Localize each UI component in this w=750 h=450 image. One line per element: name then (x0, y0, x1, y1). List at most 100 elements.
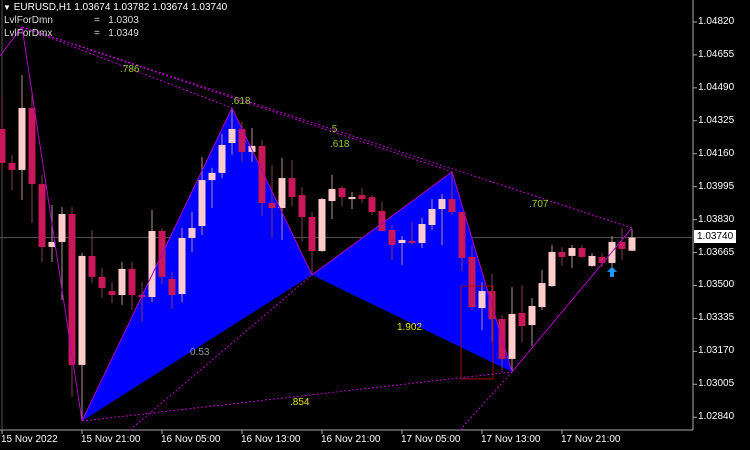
candle-body (338, 188, 346, 198)
candle-body (298, 195, 306, 218)
price-tick-label: 1.04490 (698, 81, 735, 93)
buy-arrow-icon (607, 266, 617, 277)
candle-body (548, 251, 556, 287)
indicator-name: LvlForDmx (4, 28, 53, 39)
candle-body (378, 211, 386, 231)
time-tick-label: 17 Nov 21:00 (561, 434, 621, 445)
candle-body (578, 247, 586, 257)
candle-body (328, 189, 336, 202)
ohlc-close: 1.03740 (191, 2, 228, 13)
price-tick-label: 1.03995 (698, 180, 735, 192)
candle-body (358, 195, 366, 200)
pattern-leg (0, 26, 23, 57)
candle-body (178, 237, 186, 295)
candle-body (518, 313, 526, 326)
time-tick-label: 17 Nov 05:00 (401, 434, 461, 445)
candle-body (508, 314, 516, 359)
candle-body (288, 178, 296, 198)
candle-body (418, 223, 426, 243)
price-tick-label: 1.02840 (698, 411, 735, 423)
fib-label: .786 (120, 64, 140, 75)
candle-body (628, 237, 636, 251)
price-tick-label: 1.04655 (698, 48, 735, 60)
candle-body (308, 217, 316, 251)
price-tick-label: 1.03665 (698, 246, 735, 258)
indicator-name: LvlForDmn (4, 15, 53, 26)
candle-body (148, 230, 156, 298)
candle-body (278, 178, 286, 209)
price-tick-label: 1.03335 (698, 312, 735, 324)
candle-body (208, 172, 216, 181)
current-price-label: 1.03740 (694, 230, 737, 243)
candle-body (198, 180, 206, 226)
time-tick-label: 16 Nov 05:00 (161, 434, 221, 445)
price-tick-label: 1.03500 (698, 279, 735, 291)
prz-box (460, 285, 494, 380)
candles (0, 75, 636, 422)
candle-body (28, 108, 36, 185)
indicator-row: = 1.0349 (94, 28, 139, 40)
candle-body (88, 255, 96, 277)
indicator-value: 1.0303 (108, 15, 139, 26)
candle-body (398, 239, 406, 243)
ohlc-open: 1.03674 (74, 2, 111, 13)
candle-body (268, 203, 276, 209)
candle-body (8, 162, 16, 170)
fib-ratio-line (21, 26, 633, 229)
candle-body (528, 306, 536, 325)
pattern-triangle-xab (82, 108, 312, 422)
candle-body (468, 256, 476, 308)
indicator-sep: = (94, 15, 100, 26)
candle-body (258, 145, 266, 204)
ohlc-high: 1.03782 (113, 2, 150, 13)
fib-ratio-line (81, 371, 513, 422)
pattern-leg (451, 171, 513, 373)
candle-body (78, 255, 86, 365)
candle-body (188, 227, 196, 238)
collapse-arrow-icon[interactable]: ▼ (3, 3, 11, 12)
candle-body (18, 108, 26, 170)
price-tick-label: 1.04160 (698, 147, 735, 159)
harmonic-pattern (82, 108, 512, 422)
candle-body (618, 241, 626, 249)
chart-header: ▼ EURUSD,H1 1.03674 1.03782 1.03674 1.03… (3, 2, 227, 14)
candle-body (128, 268, 136, 296)
ratio-label: .854 (290, 397, 310, 408)
candle-body (478, 291, 486, 309)
candle-body (368, 197, 376, 213)
chart-frame (0, 0, 697, 434)
symbol-timeframe: EURUSD,H1 (13, 2, 72, 13)
pattern-lines (0, 26, 633, 431)
time-tick-label: 16 Nov 13:00 (241, 434, 301, 445)
candle-body (98, 276, 106, 289)
ratio-label: 1.902 (397, 322, 423, 333)
candle-body (558, 251, 566, 257)
candle-body (48, 241, 56, 247)
price-tick-label: 1.03005 (698, 378, 735, 390)
candle-body (458, 212, 466, 258)
pattern-leg (231, 107, 313, 276)
ohlc-low: 1.03674 (152, 2, 189, 13)
time-tick-label: 15 Nov 21:00 (81, 434, 141, 445)
candle-body (238, 128, 246, 152)
pattern-leg (21, 26, 83, 422)
candle-body (108, 291, 116, 296)
candle-body (388, 229, 396, 245)
fib-ratio-line (459, 371, 513, 431)
candle-body (438, 199, 446, 210)
pattern-leg (511, 227, 633, 373)
indicator-value: 1.0349 (108, 28, 139, 39)
candle-body (38, 184, 46, 247)
fib-label: .707 (529, 199, 549, 210)
fib-label: .5 (329, 124, 338, 135)
candle-body (448, 199, 456, 213)
price-tick-label: 1.03830 (698, 213, 735, 225)
indicator-row: LvlForDmx (4, 28, 52, 40)
candle-body (568, 247, 576, 256)
time-tick-label: 16 Nov 21:00 (321, 434, 381, 445)
candle-body (228, 128, 236, 143)
candle-body (218, 144, 226, 173)
price-tick-label: 1.04325 (698, 114, 735, 126)
